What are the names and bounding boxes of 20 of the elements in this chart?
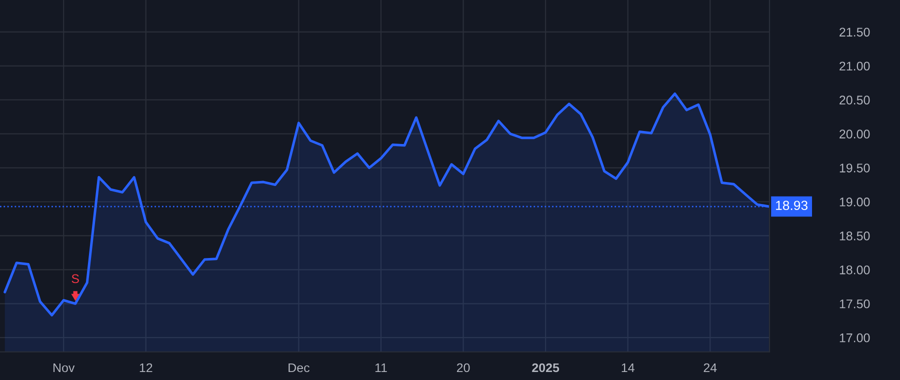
y-tick-label: 19.50: [840, 164, 870, 172]
annotation: S: [72, 274, 79, 284]
y-tick-label: 17.00: [840, 333, 870, 342]
x-tick-label: 14: [622, 363, 634, 372]
x-tick-label: 11: [375, 363, 387, 372]
x-tick-label: Nov: [54, 363, 75, 372]
x-tick-label: 20: [456, 363, 470, 372]
y-tick-label: 20.50: [840, 96, 870, 105]
y-tick-label: 20.00: [840, 130, 870, 138]
x-tick-label: 12: [140, 363, 152, 372]
x-tick-label: 24: [704, 363, 717, 372]
y-tick-label: 17.50: [840, 299, 870, 308]
y-tick-label: 18.50: [840, 232, 870, 240]
y-tick-label: 21.50: [840, 28, 870, 37]
y-tick-label: 21.00: [840, 62, 870, 71]
y-tick-label: 18.00: [840, 265, 870, 274]
x-tick-label: Dec: [288, 363, 310, 372]
y-tick-label: 19.00: [840, 198, 870, 206]
x-tick-label: 2025: [532, 363, 560, 372]
ref-line-label: 18.93: [776, 200, 808, 210]
